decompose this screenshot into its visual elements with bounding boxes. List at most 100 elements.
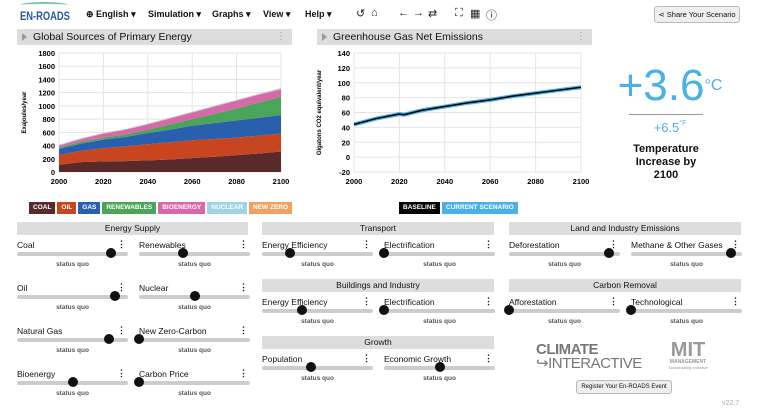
menu-view[interactable]: View ▾ [263, 9, 291, 19]
slider-electrification[interactable]: Electrification ⋮ status quo [379, 296, 495, 337]
slider-handle[interactable] [67, 377, 78, 387]
slider-handle[interactable] [725, 248, 736, 258]
slider-track[interactable] [384, 252, 495, 256]
legend-coal[interactable]: COAL [29, 202, 56, 214]
redo-icon[interactable]: ⇄ [428, 8, 438, 20]
more-icon[interactable]: ⋮ [276, 31, 286, 42]
fullscreen-icon[interactable]: ⛶ [455, 7, 463, 19]
slider-handle[interactable] [626, 305, 636, 315]
more-options-icon[interactable]: ⋮ [609, 239, 618, 249]
legend-bioenergy[interactable]: BIOENERGY [158, 202, 206, 214]
slider-track[interactable] [509, 309, 620, 313]
slider-carbon-price[interactable]: Carbon Price ⋮ status quo [134, 368, 250, 409]
slider-renewables[interactable]: Renewables ⋮ status quo [139, 239, 250, 280]
slider-handle[interactable] [284, 248, 295, 258]
menu-simulation[interactable]: Simulation ▾ [148, 9, 202, 19]
slider-track[interactable] [262, 366, 373, 370]
legend-current-scenario[interactable]: CURRENT SCENARIO [441, 202, 518, 214]
more-options-icon[interactable]: ⋮ [362, 296, 371, 306]
more-options-icon[interactable]: ⋮ [484, 239, 493, 249]
energy-panel-header[interactable]: Global Sources of Primary Energy ⋮ [17, 29, 292, 45]
area-nuclear[interactable] [59, 88, 281, 146]
slider-track[interactable] [631, 309, 742, 313]
slider-handle[interactable] [379, 305, 389, 315]
more-options-icon[interactable]: ⋮ [609, 296, 618, 306]
more-options-icon[interactable]: ⋮ [117, 368, 126, 378]
slider-oil[interactable]: Oil ⋮ status quo [17, 282, 128, 323]
slider-track[interactable] [384, 309, 495, 313]
slider-technological[interactable]: Technological ⋮ status quo [626, 296, 742, 337]
slider-nuclear[interactable]: Nuclear ⋮ status quo [139, 282, 250, 323]
register-event-button[interactable]: Register Your En-ROADS Event [576, 380, 672, 394]
more-options-icon[interactable]: ⋮ [117, 325, 126, 335]
slider-handle[interactable] [109, 291, 120, 301]
share-scenario-button[interactable]: ⋖ Share Your Scenario [654, 6, 740, 23]
more-options-icon[interactable]: ⋮ [484, 296, 493, 306]
slider-handle[interactable] [379, 248, 389, 258]
line-current-scenario[interactable] [353, 85, 582, 127]
slider-track[interactable] [139, 381, 250, 385]
slider-handle[interactable] [504, 305, 514, 315]
slider-handle[interactable] [189, 291, 200, 301]
slider-handle[interactable] [434, 362, 445, 372]
more-options-icon[interactable]: ⋮ [731, 239, 740, 249]
legend-new-zero[interactable]: NEW ZERO [249, 202, 293, 214]
legend-nuclear[interactable]: NUCLEAR [207, 202, 248, 214]
expand-icon[interactable] [322, 33, 327, 41]
slider-new-zero-carbon[interactable]: New Zero-Carbon ⋮ status quo [134, 325, 250, 366]
slider-handle[interactable] [178, 248, 189, 258]
slider-economic-growth[interactable]: Economic Growth ⋮ status quo [384, 353, 495, 394]
more-options-icon[interactable]: ⋮ [731, 296, 740, 306]
menu-help[interactable]: Help ▾ [305, 9, 332, 19]
energy-chart[interactable]: 0 200 400 600 800 1000 1200 1400 1600 1800 2000 202… [0, 45, 300, 195]
slider-natural-gas[interactable]: Natural Gas ⋮ status quo [17, 325, 128, 366]
slider-handle[interactable] [134, 377, 144, 387]
slider-track[interactable] [139, 252, 250, 256]
slider-handle[interactable] [305, 362, 316, 372]
slider-track[interactable] [17, 252, 128, 256]
more-options-icon[interactable]: ⋮ [117, 239, 126, 249]
area-gas[interactable] [59, 115, 281, 155]
more-options-icon[interactable]: ⋮ [362, 353, 371, 363]
area-coal[interactable] [59, 151, 281, 172]
language-menu[interactable]: ⊕ English ▾ [86, 9, 136, 19]
slider-track[interactable] [262, 309, 373, 313]
more-options-icon[interactable]: ⋮ [239, 282, 248, 292]
more-options-icon[interactable]: ⋮ [239, 325, 248, 335]
slider-population[interactable]: Population ⋮ status quo [262, 353, 373, 394]
more-options-icon[interactable]: ⋮ [362, 239, 371, 249]
more-options-icon[interactable]: ⋮ [117, 282, 126, 292]
more-options-icon[interactable]: ⋮ [484, 353, 493, 363]
slider-energy-efficiency[interactable]: Energy Efficiency ⋮ status quo [262, 296, 373, 337]
undo-icon[interactable]: ↺ [356, 8, 366, 20]
slider-bioenergy[interactable]: Bioenergy ⋮ status quo [17, 368, 128, 409]
forward-icon[interactable]: → [413, 7, 424, 19]
table-icon[interactable]: ▦ [470, 8, 481, 20]
slider-afforestation[interactable]: Afforestation ⋮ status quo [504, 296, 620, 337]
legend-gas[interactable]: GAS [78, 202, 101, 214]
slider-track[interactable] [17, 295, 128, 299]
slider-track[interactable] [262, 252, 373, 256]
slider-handle[interactable] [104, 334, 115, 344]
menu-graphs[interactable]: Graphs ▾ [212, 9, 251, 19]
slider-track[interactable] [509, 252, 620, 256]
info-icon[interactable]: ⓘ [486, 10, 497, 22]
more-options-icon[interactable]: ⋮ [239, 368, 248, 378]
back-icon[interactable]: ← [398, 7, 409, 19]
legend-renewables[interactable]: RENEWABLES [102, 202, 157, 214]
more-icon[interactable]: ⋮ [576, 31, 586, 42]
slider-electrification[interactable]: Electrification ⋮ status quo [379, 239, 495, 280]
slider-handle[interactable] [296, 305, 307, 315]
slider-energy-efficiency[interactable]: Energy Efficiency ⋮ status quo [262, 239, 373, 280]
more-options-icon[interactable]: ⋮ [239, 239, 248, 249]
slider-handle[interactable] [106, 248, 117, 258]
area-oil[interactable] [59, 133, 281, 165]
line-baseline[interactable] [353, 86, 582, 126]
home-icon[interactable]: ⌂ [371, 7, 378, 19]
legend-oil[interactable]: OIL [57, 202, 77, 214]
slider-methane-other-gases[interactable]: Methane & Other Gases ⋮ status quo [631, 239, 742, 280]
slider-track[interactable] [631, 252, 742, 256]
slider-coal[interactable]: Coal ⋮ status quo [17, 239, 128, 280]
expand-icon[interactable] [22, 33, 27, 41]
